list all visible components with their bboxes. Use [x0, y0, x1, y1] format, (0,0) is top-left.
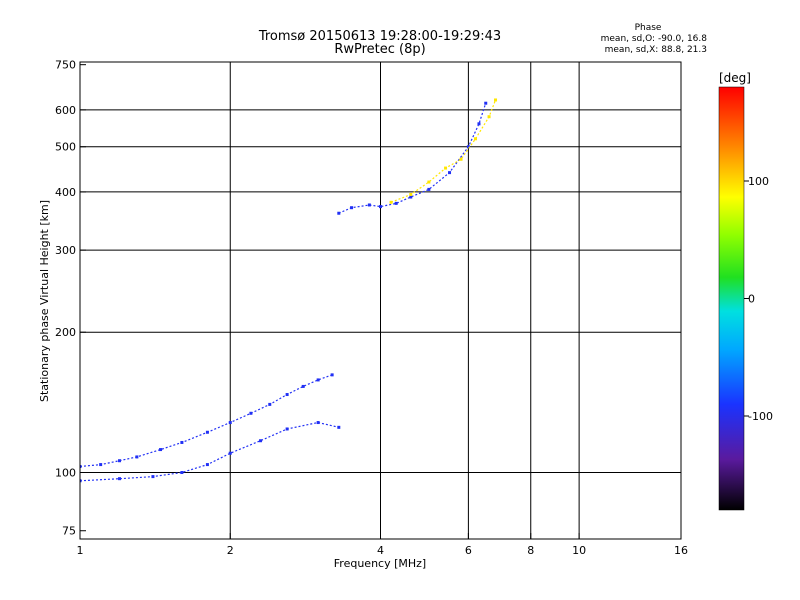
- data-point: [494, 98, 498, 102]
- stats-heading: Phase: [635, 23, 662, 33]
- colorbar-tick-label: 0: [748, 293, 755, 306]
- y-tick-label: 600: [55, 104, 76, 117]
- data-points: [80, 98, 498, 483]
- x-tick-label: 1: [77, 544, 84, 557]
- data-point: [337, 425, 341, 429]
- series-line: [390, 99, 497, 203]
- data-point: [484, 101, 488, 105]
- data-point: [330, 373, 334, 377]
- series-group: [80, 373, 334, 469]
- colorbar-unit: [deg]: [719, 71, 751, 85]
- data-point: [427, 180, 431, 184]
- series-group: [80, 421, 341, 483]
- x-tick-label: 10: [572, 544, 586, 557]
- data-point: [473, 137, 477, 141]
- series-group: [389, 98, 498, 204]
- colorbar-ticks: 100 0 -100: [744, 175, 773, 423]
- y-tick-label: 200: [55, 326, 76, 339]
- data-point: [477, 122, 481, 126]
- x-tick-label: 2: [227, 544, 234, 557]
- colorbar-tick-label: 100: [748, 175, 769, 188]
- data-point: [394, 201, 398, 205]
- series-line: [80, 374, 333, 468]
- data-point: [367, 203, 371, 207]
- y-tick-label: 75: [62, 525, 76, 538]
- axis-ticks: 1 2 4 6 8 10 16 75 100 200 300 400 500 600 750: [55, 59, 688, 557]
- stats-line-x: mean, sd,X: 88.8, 21.3: [605, 45, 707, 55]
- data-point: [159, 448, 163, 452]
- series-line: [80, 421, 339, 482]
- chart-subtitle: RwPretec (8p): [334, 42, 425, 57]
- data-point: [180, 471, 184, 475]
- x-tick-label: 6: [465, 544, 472, 557]
- data-point: [379, 205, 382, 209]
- colorbar-tick-label: -100: [748, 410, 773, 423]
- series-group: [337, 101, 488, 215]
- stats-line-o: mean, sd,O: -90.0, 16.8: [601, 34, 708, 44]
- x-tick-label: 4: [377, 544, 384, 557]
- data-point: [427, 187, 431, 191]
- colorbar: [718, 86, 745, 511]
- x-axis-label: Frequency [MHz]: [334, 557, 426, 570]
- y-axis-label: Stationary phase Virtual Height [km]: [38, 200, 51, 402]
- grid-lines: [80, 62, 681, 539]
- data-point: [118, 477, 122, 481]
- y-tick-label: 100: [55, 467, 76, 480]
- data-point: [316, 378, 320, 382]
- y-tick-label: 500: [55, 141, 76, 154]
- y-tick-label: 300: [55, 244, 76, 257]
- data-point: [409, 195, 413, 199]
- data-point: [337, 211, 341, 215]
- data-point: [259, 439, 263, 443]
- data-point: [459, 157, 463, 161]
- x-tick-label: 8: [527, 544, 534, 557]
- data-point: [228, 451, 232, 455]
- data-point: [301, 384, 305, 388]
- chart-title: Tromsø 20150613 19:28:00-19:29:43: [258, 29, 501, 44]
- y-tick-label: 750: [55, 59, 76, 72]
- y-tick-label: 400: [55, 186, 76, 199]
- data-point: [389, 200, 393, 204]
- x-tick-label: 16: [674, 544, 688, 557]
- series-line: [338, 103, 487, 214]
